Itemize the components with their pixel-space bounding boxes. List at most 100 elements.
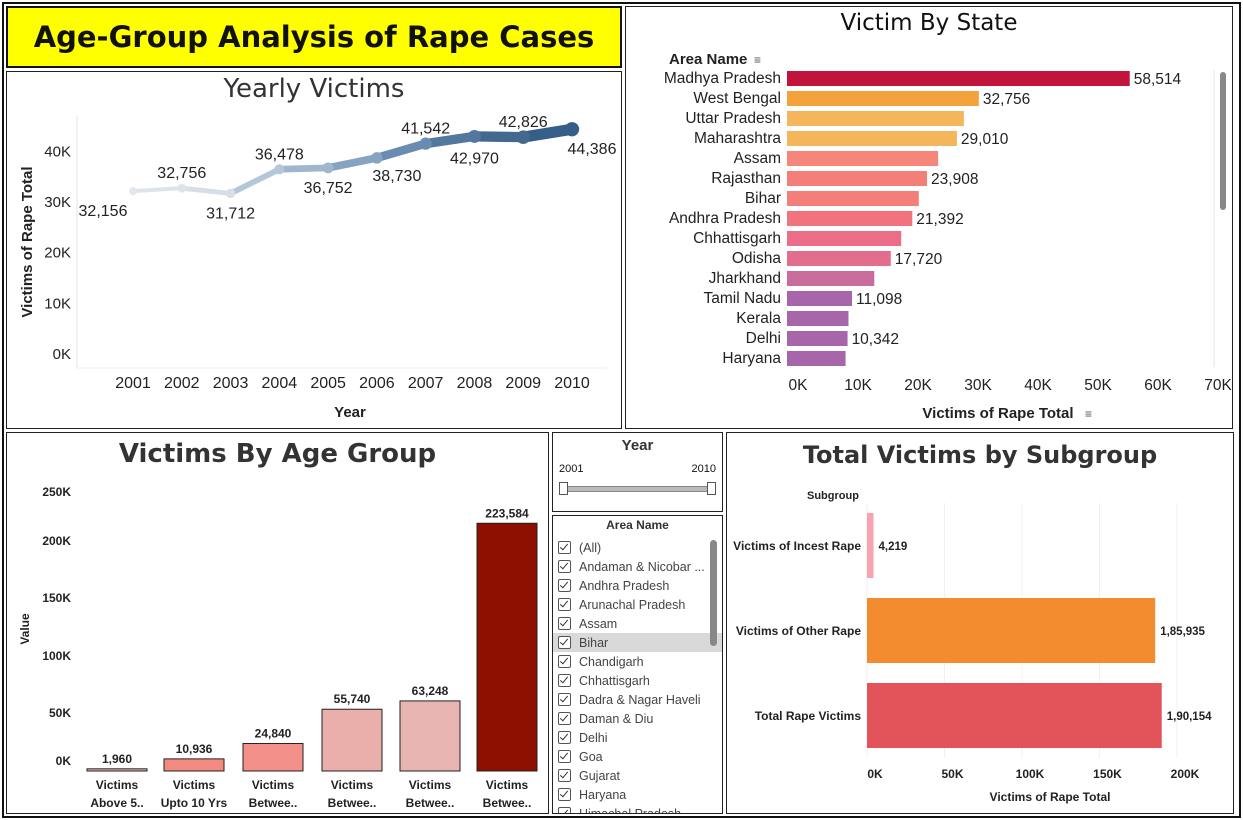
age-bar-chart[interactable]: 0K 50K 100K 150K 200K 250K Value 1,960 Victims Ab… xyxy=(7,433,547,813)
subgroup-bar xyxy=(867,683,1162,748)
subgroup-panel: Total Victims by Subgroup Subgroup Victim… xyxy=(726,432,1234,814)
checkbox-icon[interactable] xyxy=(558,560,571,573)
area-filter-item[interactable]: Assam xyxy=(553,614,722,633)
checkbox-icon[interactable] xyxy=(558,617,571,630)
data-point xyxy=(322,162,334,174)
checkbox-icon[interactable] xyxy=(558,807,571,813)
area-filter-item[interactable]: Daman & Diu xyxy=(553,709,722,728)
area-filter-item-label: Himachal Pradesh xyxy=(579,807,681,814)
data-label: 38,730 xyxy=(372,168,421,185)
checkbox-icon[interactable] xyxy=(558,788,571,801)
area-filter-item[interactable]: Andaman & Nicobar ... xyxy=(553,557,722,576)
area-filter-list[interactable]: (All) Andaman & Nicobar ... Andhra Pradesh… xyxy=(553,538,722,813)
subgroup-bar-label: 1,90,154 xyxy=(1167,711,1212,723)
line-segment xyxy=(324,154,381,172)
data-point xyxy=(564,122,580,137)
year-range-track[interactable] xyxy=(563,486,712,492)
x-tick-label: 100K xyxy=(1016,767,1045,781)
checkbox-icon[interactable] xyxy=(558,750,571,763)
y-tick-label: 250K xyxy=(42,485,71,499)
data-point xyxy=(419,137,432,150)
state-label: Madhya Pradesh xyxy=(664,70,781,87)
x-tick-label: 20K xyxy=(904,377,932,394)
data-label: 44,386 xyxy=(568,141,617,158)
state-bar-label: 11,098 xyxy=(856,291,902,308)
y-tick-label: 30K xyxy=(44,194,71,211)
area-filter-item[interactable]: Himachal Pradesh xyxy=(553,804,722,813)
x-tick-label: 30K xyxy=(964,377,992,394)
age-bar xyxy=(242,742,304,772)
yearly-title: Yearly Victims xyxy=(223,74,405,104)
area-filter-item-label: Chandigarh xyxy=(579,654,644,669)
line-segment xyxy=(469,131,529,143)
state-label: Andhra Pradesh xyxy=(669,210,781,227)
year-range-end-handle[interactable] xyxy=(707,482,716,495)
area-filter-item[interactable]: Delhi xyxy=(553,728,722,747)
area-filter-item[interactable]: Chandigarh xyxy=(553,652,722,671)
x-tick-label: 2001 xyxy=(115,375,151,392)
x-tick-label: 40K xyxy=(1024,377,1052,394)
area-filter-item[interactable]: Goa xyxy=(553,747,722,766)
state-scrollbar[interactable] xyxy=(1220,72,1226,210)
line-segment xyxy=(372,139,430,163)
checkbox-icon[interactable] xyxy=(558,541,571,554)
area-filter-item[interactable]: Chhattisgarh xyxy=(553,671,722,690)
yearly-line-chart[interactable]: 0K 10K 20K 30K 40K 2001 2002 2003 2004 2005 2006 20… xyxy=(7,72,620,427)
data-label: 36,752 xyxy=(304,180,353,197)
checkbox-icon[interactable] xyxy=(558,579,571,592)
checkbox-icon[interactable] xyxy=(558,655,571,668)
x-tick-label: Victims xyxy=(486,778,529,792)
state-bar-chart[interactable]: Area Name ≡ Madhya Pradesh 58,514 West Benga… xyxy=(626,7,1231,427)
y-tick-label: 20K xyxy=(44,245,71,262)
x-tick-label: 2008 xyxy=(457,375,493,392)
year-range-start-handle[interactable] xyxy=(559,482,568,495)
state-label: Rajasthan xyxy=(711,170,781,187)
x-tick-label: 2002 xyxy=(164,375,200,392)
state-bar-label: 29,010 xyxy=(961,131,1009,148)
y-tick-label: 0K xyxy=(53,346,71,363)
x-tick-label: Victims xyxy=(173,778,216,792)
state-label: Delhi xyxy=(746,330,781,347)
checkbox-icon[interactable] xyxy=(558,769,571,782)
checkbox-icon[interactable] xyxy=(558,693,571,706)
checkbox-icon[interactable] xyxy=(558,712,571,725)
area-filter-title: Area Name xyxy=(606,518,669,532)
checkbox-icon[interactable] xyxy=(558,598,571,611)
y-tick-label: 100K xyxy=(42,649,71,663)
area-filter-item-label: Gujarat xyxy=(579,768,620,783)
subgroup-bar xyxy=(867,513,874,578)
area-filter-item[interactable]: Andhra Pradesh xyxy=(553,576,722,595)
x-axis-title: Victims of Rape Total xyxy=(990,790,1111,804)
y-tick-label: 40K xyxy=(44,143,71,160)
state-bar xyxy=(787,191,919,206)
x-tick-label: 70K xyxy=(1204,377,1231,394)
age-bar xyxy=(399,700,461,772)
state-bar xyxy=(787,91,979,106)
x-tick-label: 50K xyxy=(1084,377,1112,394)
area-filter-item[interactable]: Gujarat xyxy=(553,766,722,785)
area-filter-item-label: Andaman & Nicobar ... xyxy=(579,559,705,574)
x-axis-title: Year xyxy=(334,404,366,421)
subgroup-bar-chart[interactable]: Subgroup Victims of Incest Rape 4,219 Victi… xyxy=(727,433,1232,813)
area-filter-item[interactable]: Dadra & Nagar Haveli xyxy=(553,690,722,709)
checkbox-icon[interactable] xyxy=(558,636,571,649)
line-segment xyxy=(179,185,234,196)
line-segment xyxy=(275,164,332,173)
x-tick-label: Betwee.. xyxy=(406,796,455,810)
x-tick-label: 50K xyxy=(941,767,963,781)
x-tick-label: 2010 xyxy=(554,375,590,392)
age-bar xyxy=(321,708,383,772)
line-segment xyxy=(420,131,480,149)
area-filter-scrollbar[interactable] xyxy=(710,540,717,646)
checkbox-icon[interactable] xyxy=(558,731,571,744)
area-filter-item[interactable]: (All) xyxy=(553,538,722,557)
area-filter-item[interactable]: Haryana xyxy=(553,785,722,804)
area-filter-item[interactable]: Arunachal Pradesh xyxy=(553,595,722,614)
x-tick-label: Victims xyxy=(96,778,139,792)
dashboard-title-box: Age-Group Analysis of Rape Cases xyxy=(6,6,622,68)
checkbox-icon[interactable] xyxy=(558,674,571,687)
subgroup-header: Subgroup xyxy=(807,490,859,502)
subgroup-label: Victims of Incest Rape xyxy=(733,539,861,553)
area-filter-item[interactable]: Bihar xyxy=(553,633,722,652)
